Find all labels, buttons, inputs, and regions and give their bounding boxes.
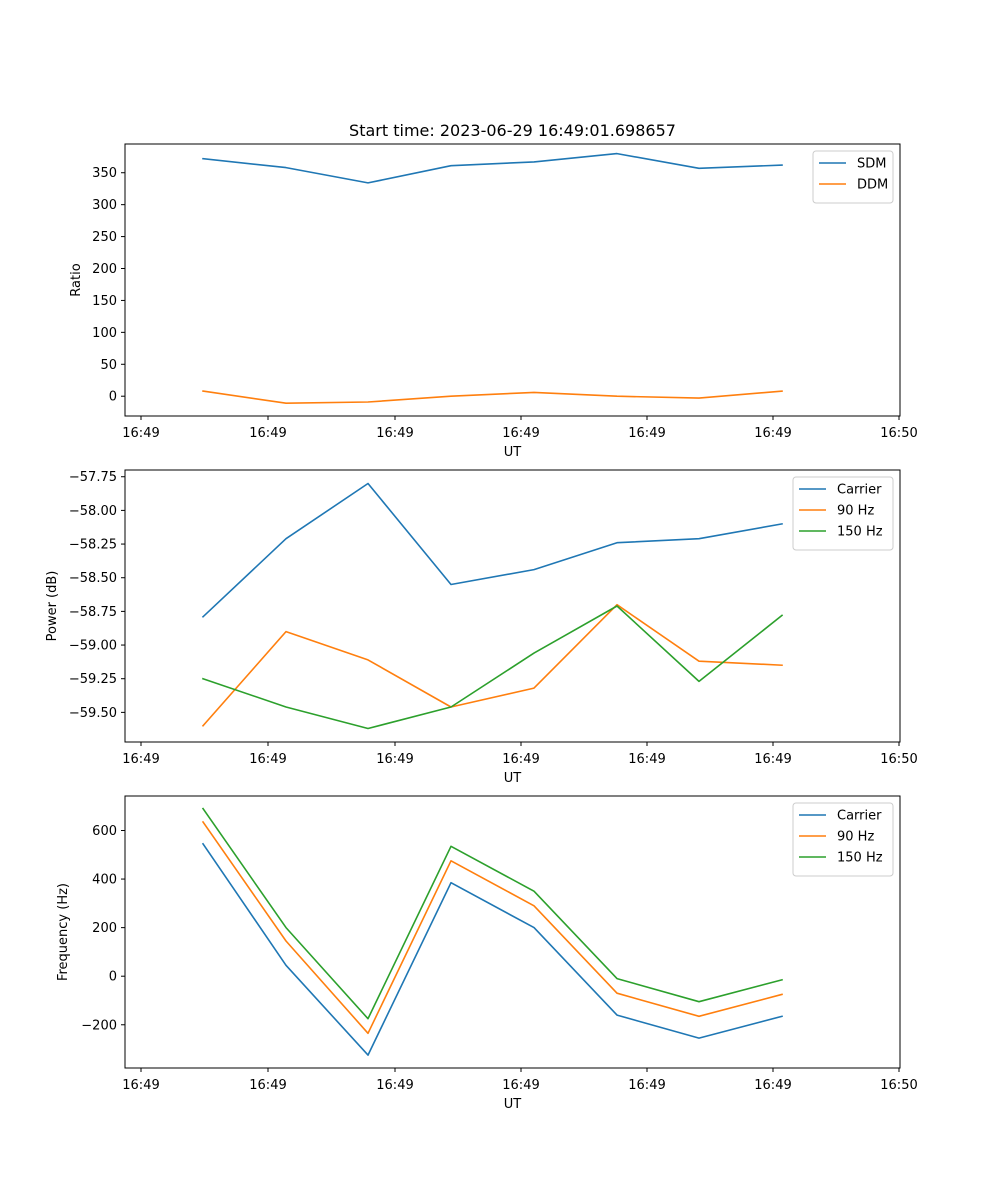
y-tick-label: −59.25	[69, 672, 117, 687]
y-tick-label: −59.00	[69, 639, 117, 654]
legend: Carrier 90 Hz 150 Hz	[792, 476, 894, 551]
x-tick-label: 16:49	[249, 752, 286, 767]
y-tick-label: 0	[109, 970, 117, 985]
x-tick-label: 16:49	[628, 1078, 665, 1093]
y-tick-label: 400	[92, 873, 117, 888]
series-line-carrier	[201, 482, 783, 618]
y-axis-label: Frequency (Hz)	[56, 883, 71, 981]
series-line-carrier	[201, 842, 783, 1056]
charts: 16:49 16:49 16:49 16:49 16:49 16:49 16:50 0 50 10…	[45, 143, 918, 1112]
y-tick-label: 100	[92, 326, 117, 341]
series-line-150-hz	[201, 605, 784, 730]
x-tick-label: 16:49	[754, 1078, 791, 1093]
x-tick-label: 16:49	[754, 426, 791, 441]
figure-title: Start time: 2023-06-29 16:49:01.698657	[349, 121, 676, 140]
y-tick-label: 0	[109, 390, 117, 405]
x-tick-label: 16:49	[376, 752, 413, 767]
legend-entry: 150 Hz	[837, 851, 883, 866]
legend-entry: DDM	[857, 178, 888, 193]
x-tick-label: 16:49	[122, 752, 159, 767]
y-tick-label: 150	[92, 294, 117, 309]
y-axis-label: Power (dB)	[45, 571, 60, 642]
legend-entry: 90 Hz	[837, 504, 874, 519]
y-tick-label: −57.75	[69, 470, 117, 485]
y-tick-label: −58.50	[69, 571, 117, 586]
y-tick-label: 200	[92, 921, 117, 936]
series-line-sdm	[202, 152, 783, 184]
series-line-90-hz	[201, 603, 783, 727]
x-tick-label: 16:49	[122, 426, 159, 441]
x-tick-label: 16:49	[249, 426, 286, 441]
y-tick-label: 300	[92, 198, 117, 213]
x-axis-label: UT	[504, 771, 522, 786]
legend-entry: 90 Hz	[837, 830, 874, 845]
legend: Carrier 90 Hz 150 Hz	[792, 802, 894, 877]
chart-panel-3: 16:49 16:49 16:49 16:49 16:49 16:49 16:50 −200 0…	[56, 795, 918, 1112]
y-tick-label: −200	[81, 1018, 117, 1033]
x-tick-label: 16:49	[376, 426, 413, 441]
legend-box	[812, 150, 894, 204]
series-line-90-hz	[201, 820, 783, 1035]
y-tick-label: −58.75	[69, 605, 117, 620]
legend-entry: 150 Hz	[837, 525, 883, 540]
x-tick-label: 16:50	[880, 426, 917, 441]
chart-panel-1: 16:49 16:49 16:49 16:49 16:49 16:49 16:50 0 50 10…	[69, 143, 918, 460]
series-line-ddm	[202, 390, 783, 405]
legend-entry: Carrier	[837, 809, 882, 824]
y-tick-label: 50	[100, 358, 117, 373]
x-tick-label: 16:49	[249, 1078, 286, 1093]
x-tick-label: 16:49	[376, 1078, 413, 1093]
x-tick-label: 16:49	[502, 752, 539, 767]
y-tick-label: 350	[92, 166, 117, 181]
x-tick-label: 16:49	[122, 1078, 159, 1093]
axes-frame	[124, 795, 901, 1069]
x-tick-label: 16:50	[880, 752, 917, 767]
chart-panel-2: 16:49 16:49 16:49 16:49 16:49 16:49 16:50 −59.5…	[45, 469, 918, 786]
x-tick-label: 16:49	[754, 752, 791, 767]
y-tick-label: 250	[92, 230, 117, 245]
legend: SDM DDM	[812, 150, 894, 204]
series-line-150-hz	[201, 807, 783, 1020]
legend-entry: Carrier	[837, 483, 882, 498]
y-tick-label: 600	[92, 824, 117, 839]
legend-entry: SDM	[857, 157, 886, 172]
x-tick-label: 16:49	[502, 426, 539, 441]
x-axis-label: UT	[504, 1097, 522, 1112]
axes-frame	[124, 143, 901, 417]
x-tick-label: 16:50	[880, 1078, 917, 1093]
y-tick-label: 200	[92, 262, 117, 277]
x-tick-label: 16:49	[628, 752, 665, 767]
x-axis-label: UT	[504, 445, 522, 460]
axes-frame	[124, 469, 901, 743]
y-tick-label: −58.00	[69, 504, 117, 519]
y-tick-label: −58.25	[69, 538, 117, 553]
x-tick-label: 16:49	[628, 426, 665, 441]
x-tick-label: 16:49	[502, 1078, 539, 1093]
y-axis-label: Ratio	[69, 263, 84, 296]
y-tick-label: −59.50	[69, 706, 117, 721]
